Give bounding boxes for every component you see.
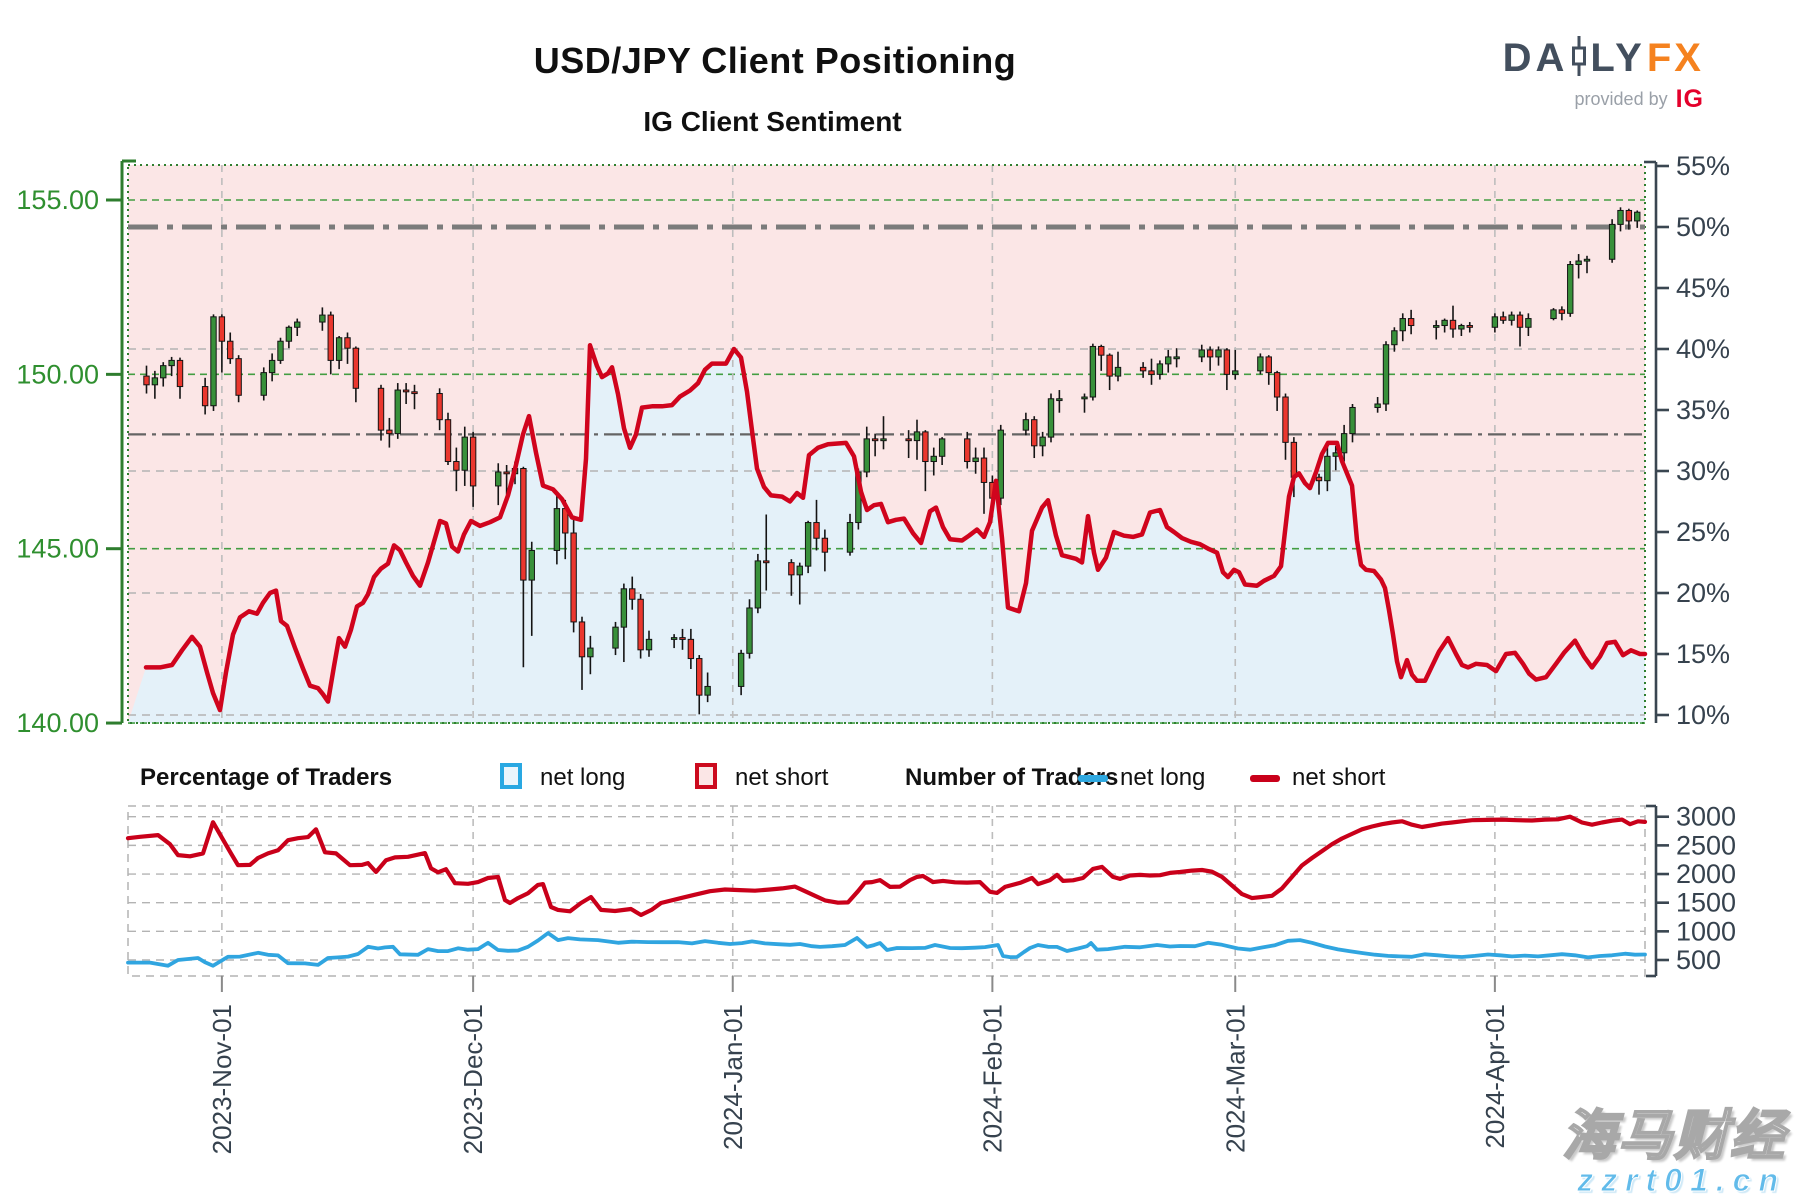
net-long-line-icon [1078, 775, 1108, 782]
net-sentiment-line [143, 343, 1648, 713]
svg-text:1500: 1500 [1676, 888, 1736, 918]
provided-by-row: provided by IG [1503, 85, 1704, 114]
svg-text:2023-Dec-01: 2023-Dec-01 [458, 1004, 488, 1154]
svg-text:2024-Apr-01: 2024-Apr-01 [1480, 1004, 1510, 1149]
traders-net-long-line [126, 931, 1647, 968]
svg-text:45%: 45% [1676, 273, 1730, 303]
svg-text:15%: 15% [1676, 639, 1730, 669]
dailyfx-logo-row: DA LY FX [1503, 36, 1704, 81]
chart-subtitle: IG Client Sentiment [643, 106, 902, 137]
svg-text:50%: 50% [1676, 212, 1730, 242]
price-axis: 155.00 150.00 145.00 140.00 [16, 159, 136, 738]
svg-text:1000: 1000 [1676, 916, 1736, 946]
svg-text:150.00: 150.00 [16, 359, 99, 389]
traders-net-short-line [125, 814, 1648, 918]
legend-num-net-long-label: net long [1120, 764, 1206, 791]
candlestick-icon [1571, 36, 1587, 81]
watermark-line1: 海马财经 [1561, 1105, 1786, 1166]
svg-text:30%: 30% [1676, 456, 1730, 486]
watermark: 海马财经 zzrt01.cn [1561, 1105, 1786, 1199]
logo-text-da: DA [1502, 36, 1569, 80]
legend-pct-net-short-label: net short [735, 764, 829, 791]
svg-text:35%: 35% [1676, 395, 1730, 425]
logo-text-ly: LY [1590, 36, 1646, 80]
legend: Percentage of Traders net long net short… [0, 758, 1800, 800]
net-short-box-icon [695, 763, 717, 789]
svg-text:2024-Feb-01: 2024-Feb-01 [977, 1004, 1007, 1153]
legend-pct-net-long-label: net long [540, 764, 626, 791]
legend-percentage-title: Percentage of Traders [140, 764, 393, 791]
traders-chart [125, 805, 1648, 977]
page-subtitle: IG Client Sentiment [0, 106, 1545, 138]
logo-text-fx: FX [1646, 36, 1704, 80]
svg-text:2023-Nov-01: 2023-Nov-01 [207, 1004, 237, 1154]
svg-text:2024-Jan-01: 2024-Jan-01 [718, 1004, 748, 1150]
candlesticks [143, 207, 1641, 715]
svg-text:2500: 2500 [1676, 830, 1736, 860]
main-chart [127, 164, 1648, 724]
svg-text:155.00: 155.00 [16, 185, 99, 215]
provided-by-label: provided by [1574, 89, 1668, 109]
svg-text:20%: 20% [1676, 578, 1730, 608]
legend-num-net-short-label: net short [1292, 764, 1386, 791]
svg-text:145.00: 145.00 [16, 534, 99, 564]
svg-text:2000: 2000 [1676, 859, 1736, 889]
svg-text:10%: 10% [1676, 700, 1730, 730]
svg-text:3000: 3000 [1676, 802, 1736, 832]
net-long-box-icon [500, 763, 522, 789]
percent-axis: 55% 50% 45% 40% 35% 30% 25% 20% 15% 10% [1644, 151, 1730, 730]
svg-text:140.00: 140.00 [16, 708, 99, 738]
date-axis: 2023-Nov-01 2023-Dec-01 2024-Jan-01 2024-Fe… [207, 976, 1510, 1154]
net-long-area [128, 345, 1645, 723]
page-title: USD/JPY Client Positioning [0, 40, 1550, 82]
svg-text:2024-Mar-01: 2024-Mar-01 [1220, 1004, 1250, 1153]
svg-text:500: 500 [1676, 945, 1721, 975]
dailyfx-logo: DA LY FX provided by IG [1503, 36, 1704, 114]
svg-text:55%: 55% [1676, 151, 1730, 181]
svg-text:25%: 25% [1676, 517, 1730, 547]
net-short-line-icon [1250, 775, 1280, 782]
ig-logo: IG [1675, 85, 1704, 113]
chart-title: USD/JPY Client Positioning [533, 40, 1017, 81]
svg-text:40%: 40% [1676, 334, 1730, 364]
watermark-line2: zzrt01.cn [1577, 1162, 1786, 1199]
